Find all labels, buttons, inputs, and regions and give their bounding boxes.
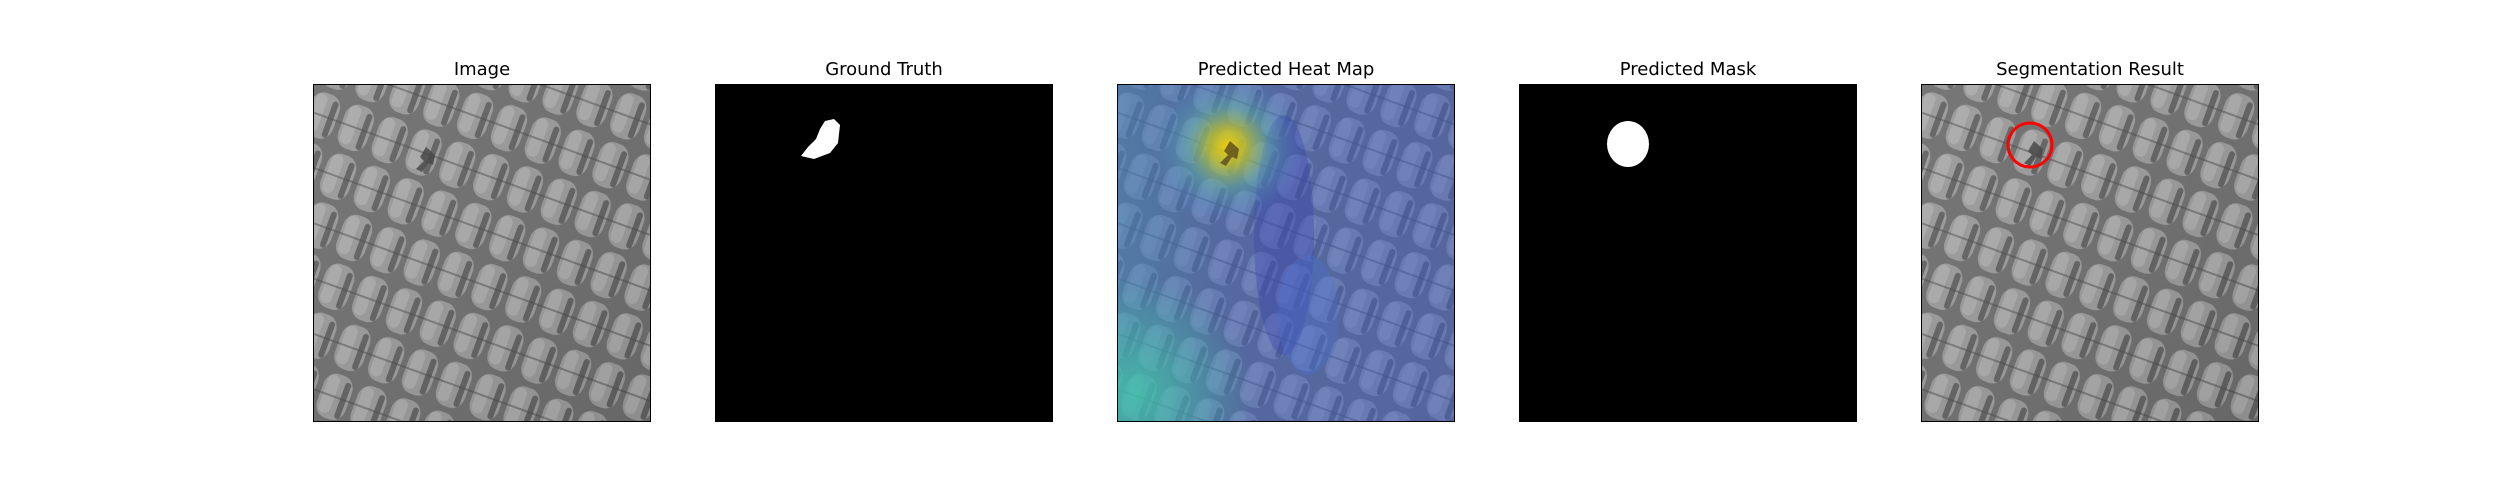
panel-ground-truth: Ground Truth [715,0,1053,500]
segmentation-outline [2006,121,2054,169]
segmentation-frame [1921,84,2259,422]
panel-predicted-mask: Predicted Mask [1519,0,1857,500]
panel-heatmap: Predicted Heat Map [1117,0,1455,500]
panel-title-segmentation: Segmentation Result [1996,59,2184,80]
defect-region [416,147,435,172]
panel-title-heatmap: Predicted Heat Map [1197,59,1375,80]
panel-title-image: Image [453,59,511,80]
input-image [314,85,650,421]
panel-title-ground-truth: Ground Truth [825,59,943,80]
ground-truth-frame [715,84,1053,422]
heatmap-frame [1117,84,1455,422]
heatmap-overlay [1118,85,1454,421]
ground-truth-mask [716,85,1052,421]
segmentation-result [1922,85,2258,421]
image-frame [313,84,651,422]
panel-segmentation: Segmentation Result [1921,0,2259,500]
panel-image: Image [313,0,651,500]
predicted-mask [1520,85,1856,421]
panel-title-predicted-mask: Predicted Mask [1619,59,1757,80]
ground-truth-blob [801,119,840,159]
predicted-mask-blob [1607,121,1649,167]
predicted-mask-frame [1519,84,1857,422]
